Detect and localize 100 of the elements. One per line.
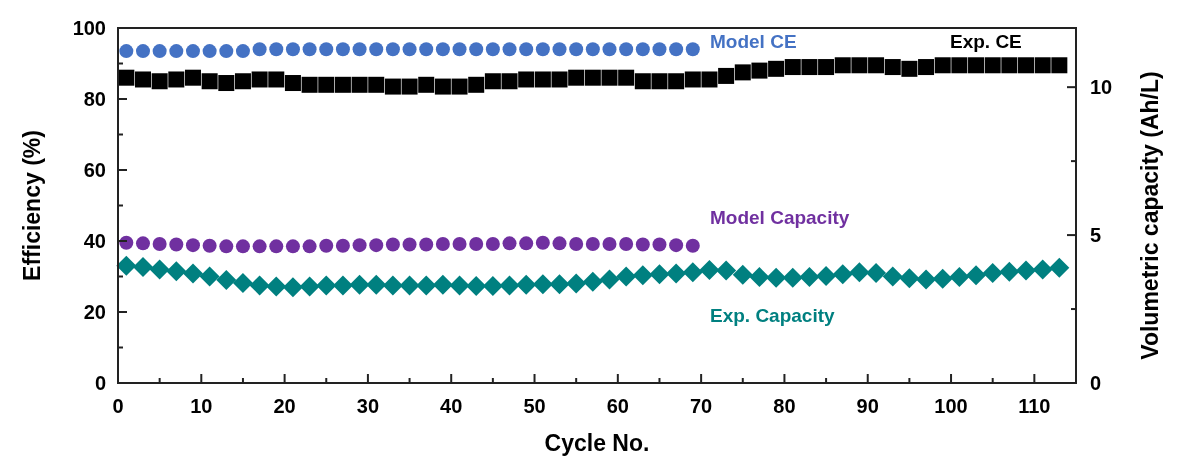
point (435, 42, 450, 57)
point (699, 259, 720, 280)
point (834, 57, 851, 74)
point (335, 42, 350, 57)
x-tick-label: 30 (356, 395, 380, 417)
point (832, 264, 853, 285)
point (501, 73, 518, 90)
point (369, 238, 384, 253)
point (301, 76, 318, 93)
point (582, 271, 603, 292)
point (382, 275, 403, 296)
point (619, 236, 634, 251)
point (219, 239, 234, 254)
point (232, 273, 253, 294)
x-tick-label: 110 (1018, 395, 1051, 417)
point (585, 42, 600, 57)
point (334, 76, 351, 93)
point (219, 44, 234, 59)
point (352, 42, 367, 57)
point (701, 71, 718, 88)
point (618, 69, 635, 86)
point (266, 276, 287, 297)
point (934, 57, 951, 74)
point (901, 60, 918, 77)
point (801, 59, 818, 76)
point (401, 78, 418, 95)
point (602, 42, 617, 57)
point (782, 267, 803, 288)
series-label: Model CE (710, 31, 797, 52)
point (134, 71, 151, 88)
point (568, 69, 585, 86)
point (668, 73, 685, 90)
point (732, 264, 753, 285)
y-tick-label: 0 (94, 372, 106, 394)
point (932, 268, 953, 289)
point (349, 274, 370, 295)
point (1034, 57, 1051, 74)
point (1016, 260, 1037, 281)
point (849, 262, 870, 283)
point (419, 237, 434, 252)
series-label: Exp. CE (950, 31, 1022, 52)
point (535, 235, 550, 250)
point (252, 239, 267, 254)
point (784, 59, 801, 76)
point (399, 275, 420, 296)
point (502, 42, 517, 57)
point (285, 42, 300, 57)
point (185, 238, 200, 253)
point (552, 236, 567, 251)
point (682, 262, 703, 283)
point (918, 59, 935, 76)
point (418, 76, 435, 93)
point (251, 71, 268, 88)
point (482, 275, 503, 296)
point (651, 73, 668, 90)
point (734, 64, 751, 81)
point (169, 237, 184, 252)
x-tick-label: 100 (934, 395, 968, 417)
point (182, 263, 203, 284)
point (135, 44, 150, 59)
point (666, 263, 687, 284)
point (768, 60, 785, 77)
point (235, 239, 250, 254)
point (384, 78, 401, 95)
point (166, 261, 187, 282)
point (116, 255, 137, 276)
point (149, 259, 170, 280)
y2-tick-label: 10 (1090, 76, 1113, 99)
point (316, 275, 337, 296)
point (899, 268, 920, 289)
x-tick-label: 10 (190, 395, 213, 417)
point (851, 57, 868, 74)
point (566, 273, 587, 294)
point (535, 42, 550, 57)
point (282, 277, 303, 298)
point (519, 42, 534, 57)
point (485, 42, 500, 57)
point (569, 236, 584, 251)
point (269, 42, 284, 57)
point (252, 42, 267, 57)
point (218, 75, 235, 92)
point (749, 267, 770, 288)
point (882, 266, 903, 287)
point (868, 57, 885, 74)
point (951, 57, 968, 74)
point (369, 42, 384, 57)
point (132, 257, 153, 278)
point (684, 71, 701, 88)
point (552, 42, 567, 57)
point (269, 239, 284, 254)
point (652, 42, 667, 57)
point (466, 275, 487, 296)
point (385, 237, 400, 252)
y-tick-label: 80 (83, 88, 106, 110)
point (435, 236, 450, 251)
point (1001, 57, 1018, 74)
point (285, 239, 300, 254)
point (169, 44, 184, 59)
point (635, 42, 650, 57)
point (366, 274, 387, 295)
